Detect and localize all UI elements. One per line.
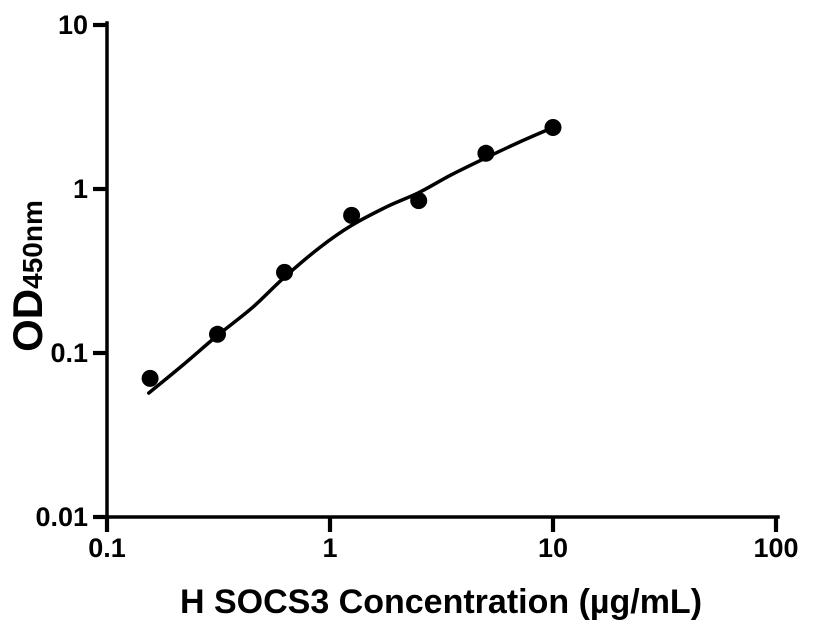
x-tick-label: 100 bbox=[753, 533, 798, 563]
y-tick-label: 10 bbox=[58, 10, 88, 40]
x-tick-label: 1 bbox=[322, 533, 337, 563]
x-axis-title: H SOCS3 Concentration (µg/mL) bbox=[180, 583, 702, 621]
data-point-marker bbox=[544, 119, 562, 136]
data-point-marker bbox=[209, 325, 226, 343]
data-series bbox=[141, 119, 562, 395]
y-axis-title: OD450nm bbox=[4, 200, 51, 352]
x-tick-label: 0.1 bbox=[88, 533, 126, 563]
y-axis-title-main: OD bbox=[4, 289, 51, 352]
y-tick-label: 0.1 bbox=[50, 338, 88, 368]
y-tick-label: 1 bbox=[73, 174, 88, 204]
axis-ticks bbox=[93, 22, 779, 532]
x-tick-label: 10 bbox=[538, 533, 568, 563]
data-point-marker bbox=[343, 206, 361, 224]
data-point-marker bbox=[410, 192, 428, 210]
data-point-marker bbox=[477, 144, 495, 162]
data-point-marker bbox=[141, 369, 159, 387]
y-tick-label: 0.01 bbox=[35, 502, 88, 532]
fitted-curve bbox=[147, 125, 555, 395]
axes bbox=[103, 21, 780, 521]
y-axis-title-subscript: 450nm bbox=[17, 200, 48, 289]
data-point-marker bbox=[276, 263, 293, 281]
